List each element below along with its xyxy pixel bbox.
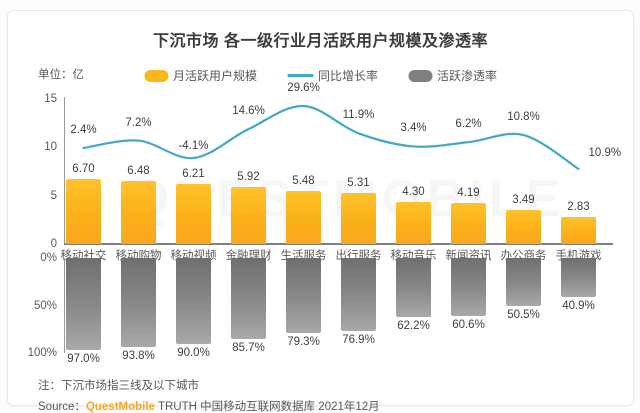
growth-value-label: 7.2% [125, 116, 152, 129]
mau-bar [341, 192, 376, 244]
growth-value-label: 29.6% [287, 82, 320, 95]
source-line: Source：QuestMobile TRUTH 中国移动互联网数据库 2021… [38, 398, 380, 413]
mau-value-label: 6.48 [127, 165, 150, 178]
penetration-value-label: 90.0% [177, 346, 210, 359]
unit-label: 单位：亿 [38, 69, 84, 81]
penetration-value-label: 50.5% [507, 308, 540, 321]
penetration-bar [506, 258, 541, 306]
mau-value-label: 4.30 [402, 186, 425, 199]
penetration-value-label: 60.6% [452, 318, 485, 331]
source-brand: QuestMobile [85, 401, 155, 413]
mau-value-label: 5.92 [237, 170, 260, 183]
legend-item-label: 同比增长率 [317, 69, 379, 83]
penetration-value-label: 76.9% [342, 334, 375, 347]
mau-bar [451, 203, 486, 244]
penetration-value-label: 79.3% [287, 336, 320, 349]
mau-bar [176, 183, 211, 244]
zero-baseline [64, 243, 613, 245]
mau-axis-tick: 0 [50, 238, 57, 250]
mau-value-label: 6.70 [72, 163, 95, 176]
legend-swatch-icon [286, 74, 313, 77]
legend-swatch-icon [408, 69, 433, 82]
penetration-axis-tick: 100% [27, 347, 57, 359]
mau-value-label: 3.49 [512, 194, 535, 207]
mau-bar [231, 186, 266, 244]
mau-axis-tick: 10 [44, 141, 57, 154]
penetration-axis-tick: 50% [33, 299, 57, 312]
penetration-value-label: 62.2% [397, 320, 430, 333]
penetration-bar [286, 258, 321, 334]
mau-axis-line [64, 97, 65, 244]
legend-swatch-icon [143, 69, 168, 82]
legend-item-0: 月活跃用户规模 [143, 67, 257, 84]
growth-value-label: 6.2% [455, 118, 482, 131]
mau-axis-tick: 5 [50, 189, 57, 202]
penetration-value-label: 85.7% [232, 342, 265, 355]
chart-card: 下沉市场 各一级行业月活跃用户规模及渗透率 单位：亿 月活跃用户规模 同比增长率 活… [7, 10, 634, 413]
note-text: 注：下沉市场指三线及以下城市 [38, 380, 199, 392]
mau-bar [506, 210, 541, 244]
mau-value-label: 4.19 [457, 187, 480, 200]
growth-value-label: 11.9% [342, 109, 375, 122]
penetration-value-label: 93.8% [122, 350, 155, 363]
chart-title: 下沉市场 各一级行业月活跃用户规模及渗透率 [153, 33, 488, 50]
penetration-bar [396, 258, 431, 318]
source-suffix: TRUTH 中国移动互联网数据库 2021年12月 [154, 401, 380, 413]
penetration-axis-line [64, 258, 65, 353]
legend-item-1: 同比增长率 [286, 67, 379, 84]
mau-bar [561, 216, 596, 244]
penetration-value-label: 40.9% [562, 299, 595, 312]
growth-value-label: 10.9% [588, 146, 622, 159]
penetration-bar [121, 258, 156, 348]
penetration-axis-tick: 0% [40, 252, 57, 264]
penetration-bar [66, 258, 101, 351]
legend: 月活跃用户规模 同比增长率 活跃渗透率 [143, 67, 497, 84]
mau-bar [121, 181, 156, 244]
penetration-bar [231, 258, 266, 340]
mau-value-label: 6.21 [182, 167, 205, 180]
mau-bar [286, 191, 321, 244]
penetration-bar [451, 258, 486, 316]
mau-axis-tick: 15 [44, 93, 57, 105]
mau-value-label: 5.48 [292, 175, 315, 188]
growth-value-label: 10.8% [507, 111, 540, 124]
growth-line-path [82, 104, 580, 170]
mau-value-label: 5.31 [347, 176, 370, 189]
penetration-value-label: 97.0% [67, 353, 100, 366]
mau-bar [396, 202, 431, 244]
legend-item-2: 活跃渗透率 [408, 67, 497, 84]
penetration-bar [341, 258, 376, 332]
growth-value-label: 2.4% [70, 123, 97, 136]
penetration-bar [561, 258, 596, 297]
growth-value-label: -4.1% [178, 140, 209, 153]
legend-item-label: 活跃渗透率 [437, 69, 498, 83]
growth-value-label: 3.4% [400, 122, 427, 135]
mau-value-label: 2.83 [567, 200, 590, 213]
legend-item-label: 月活跃用户规模 [172, 69, 257, 83]
growth-value-label: 14.6% [232, 105, 265, 118]
mau-bar [66, 179, 101, 244]
source-prefix: Source： [38, 401, 86, 413]
penetration-bar [176, 258, 211, 344]
